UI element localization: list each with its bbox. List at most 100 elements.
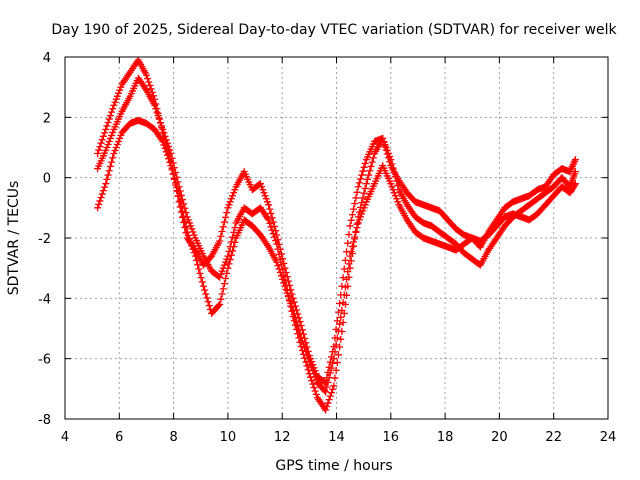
data-point	[326, 392, 334, 400]
data-point	[110, 101, 118, 109]
data-point	[229, 192, 237, 200]
data-point	[298, 337, 306, 345]
data-point	[191, 252, 199, 260]
data-point	[173, 183, 181, 191]
data-point	[226, 256, 234, 264]
data-point	[352, 194, 360, 202]
data-point	[360, 163, 368, 171]
data-point	[217, 270, 225, 278]
data-point	[379, 134, 387, 142]
data-point	[329, 385, 337, 393]
data-point	[340, 291, 348, 299]
data-point	[275, 265, 283, 273]
data-point	[381, 140, 389, 148]
data-point	[104, 119, 112, 127]
data-point	[303, 362, 311, 370]
data-point	[98, 190, 106, 198]
x-tick-label: 12	[274, 430, 291, 445]
data-point	[108, 158, 116, 166]
data-point	[289, 306, 297, 314]
data-point	[189, 245, 197, 253]
data-point	[290, 310, 298, 318]
data-point	[116, 86, 124, 94]
y-tick-label: -6	[38, 353, 51, 368]
data-point	[323, 403, 331, 411]
data-point	[186, 235, 194, 243]
data-point	[190, 249, 198, 257]
data-point	[311, 373, 319, 381]
data-point	[113, 140, 121, 148]
data-point	[389, 164, 397, 172]
data-point	[187, 238, 195, 246]
data-point	[273, 258, 281, 266]
data-point	[571, 156, 579, 164]
data-point	[369, 154, 377, 162]
data-point	[368, 158, 376, 166]
data-point	[216, 237, 224, 245]
data-point	[174, 187, 182, 195]
data-point	[117, 83, 125, 91]
data-point	[337, 313, 345, 321]
data-point	[106, 162, 114, 170]
data-point	[268, 226, 276, 234]
data-point	[270, 233, 278, 241]
data-point	[284, 293, 292, 301]
data-point	[272, 237, 280, 245]
data-point	[219, 223, 227, 231]
data-point	[346, 252, 354, 260]
data-point	[325, 396, 333, 404]
data-point	[359, 207, 367, 215]
data-point	[109, 128, 117, 136]
data-point	[358, 171, 366, 179]
x-tick-label: 20	[491, 430, 508, 445]
data-point	[183, 228, 191, 236]
data-point	[111, 98, 119, 106]
data-point	[334, 351, 342, 359]
data-point	[117, 131, 125, 139]
data-point	[102, 147, 110, 155]
data-point	[571, 168, 579, 176]
data-point	[308, 377, 316, 385]
data-point	[172, 179, 180, 187]
data-point	[102, 180, 110, 188]
x-tick-label: 8	[169, 430, 177, 445]
data-point	[103, 122, 111, 130]
data-point	[265, 201, 273, 209]
x-tick-label: 6	[115, 430, 123, 445]
data-point	[181, 218, 189, 226]
data-point	[156, 119, 164, 127]
data-point	[105, 167, 113, 175]
data-point	[388, 160, 396, 168]
data-point	[222, 275, 230, 283]
data-point	[331, 348, 339, 356]
y-axis-label: SDTVAR / TECUs	[6, 181, 22, 296]
data-point	[388, 183, 396, 191]
y-tick-label: 2	[43, 111, 51, 126]
x-tick-label: 14	[328, 430, 345, 445]
data-point	[309, 367, 317, 375]
data-point	[312, 376, 320, 384]
data-point	[384, 150, 392, 158]
data-point	[95, 146, 103, 154]
data-point	[196, 269, 204, 277]
data-point	[355, 216, 363, 224]
data-point	[115, 137, 123, 145]
data-point	[182, 209, 190, 217]
data-point	[180, 212, 188, 220]
data-point	[334, 327, 342, 335]
data-point	[286, 296, 294, 304]
data-point	[348, 243, 356, 251]
data-point	[324, 378, 332, 386]
data-point	[218, 290, 226, 298]
data-point	[260, 189, 268, 197]
data-point	[357, 213, 365, 221]
data-point	[362, 180, 370, 188]
data-point	[360, 204, 368, 212]
data-point	[323, 383, 331, 391]
data-point	[347, 216, 355, 224]
data-point	[327, 389, 335, 397]
data-point	[227, 251, 235, 259]
x-tick-label: 22	[545, 430, 562, 445]
grid-lines	[65, 57, 608, 419]
data-point	[277, 272, 285, 280]
